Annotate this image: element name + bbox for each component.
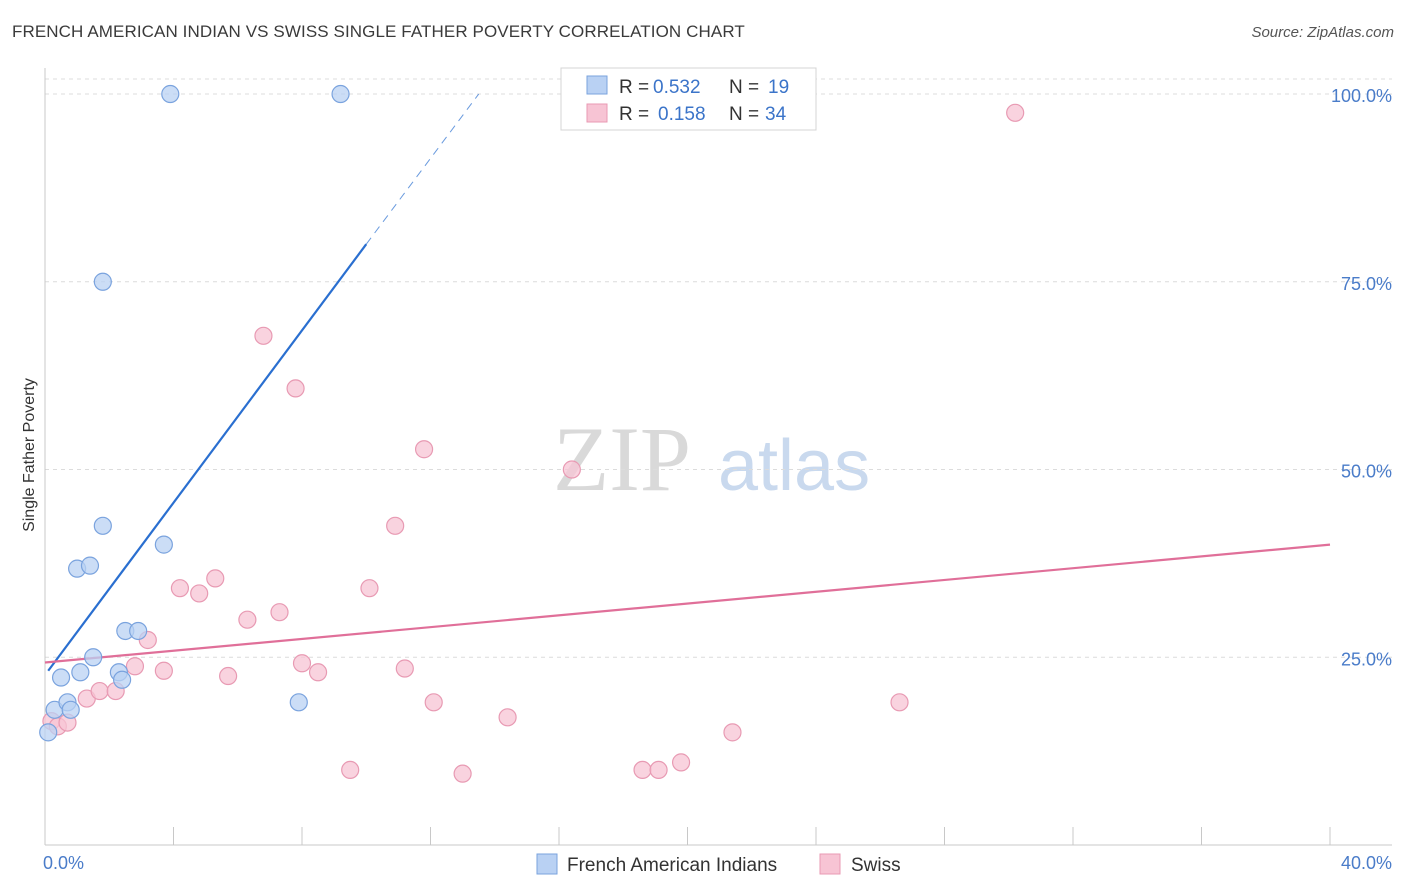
point-swiss (1006, 103, 1025, 122)
point-swiss (395, 659, 414, 678)
point-swiss (360, 579, 379, 598)
legend-n-value-2: 34 (765, 104, 787, 125)
y-tick-label: 100.0% (1331, 86, 1392, 106)
chart-title: FRENCH AMERICAN INDIAN VS SWISS SINGLE F… (12, 22, 745, 41)
point-french-american-indians (51, 668, 71, 687)
point-swiss (170, 579, 190, 598)
trend-line-extension-french-american-indians (365, 93, 480, 245)
point-swiss (190, 584, 209, 603)
point-french-american-indians (154, 535, 173, 554)
gridlines (45, 78, 1392, 658)
legend-r-value-2: 0.158 (658, 104, 706, 125)
point-french-american-indians (112, 670, 132, 689)
trend-line-swiss (44, 543, 1331, 664)
y-tick-labels: 25.0% 50.0% 75.0% 100.0% (1331, 86, 1392, 669)
legend-swatch-french-american-indians (586, 75, 608, 95)
watermark-zip: ZIP (553, 408, 691, 510)
point-french-american-indians (71, 663, 90, 682)
point-swiss (286, 379, 305, 398)
point-swiss (649, 760, 668, 780)
point-french-american-indians (61, 700, 80, 719)
point-swiss (219, 666, 238, 686)
point-swiss (206, 569, 225, 588)
point-swiss (154, 661, 173, 680)
point-french-american-indians (129, 621, 148, 641)
point-swiss (125, 657, 145, 676)
point-swiss (562, 460, 581, 479)
point-swiss (238, 610, 257, 629)
point-french-american-indians (93, 272, 112, 291)
point-swiss (414, 440, 434, 459)
bottom-legend-swatch-french-american-indians (536, 853, 558, 875)
trend-lines (44, 93, 1331, 672)
bottom-legend-swatch-swiss (819, 853, 841, 875)
legend-r-label-1: R = (619, 77, 649, 98)
y-tick-label: 50.0% (1341, 462, 1392, 482)
y-tick-label: 25.0% (1341, 649, 1392, 669)
point-swiss (292, 654, 312, 673)
point-swiss (90, 681, 109, 701)
point-french-american-indians (289, 693, 308, 712)
point-french-american-indians (161, 84, 180, 104)
trend-line-french-american-indians (47, 243, 368, 672)
point-french-american-indians (93, 516, 112, 535)
point-swiss (270, 603, 289, 622)
watermark-atlas: atlas (718, 426, 870, 506)
point-swiss (723, 723, 742, 742)
point-swiss (890, 693, 909, 712)
legend-r-value-1: 0.532 (653, 77, 701, 98)
legend-n-label-1: N = (729, 77, 759, 98)
point-swiss (498, 708, 517, 727)
point-swiss (453, 764, 472, 783)
series-legend: French American Indians Swiss (536, 853, 901, 876)
point-swiss (308, 663, 328, 682)
point-swiss (386, 516, 405, 535)
x-tick-labels: 0.0% 40.0% (43, 853, 1392, 873)
point-french-american-indians (80, 556, 100, 575)
point-swiss (671, 753, 691, 772)
legend-swatch-swiss (586, 103, 608, 123)
point-swiss (424, 693, 443, 712)
point-french-american-indians (84, 648, 103, 667)
bottom-legend-label-swiss: Swiss (851, 855, 901, 876)
point-swiss (341, 760, 360, 780)
legend-n-label-2: N = (729, 104, 759, 125)
correlation-legend: R = 0.532 N = 19 R = 0.158 N = 34 (560, 67, 817, 131)
point-french-american-indians (39, 723, 58, 742)
y-axis-label: Single Father Poverty (21, 378, 38, 532)
chart-source: Source: ZipAtlas.com (1251, 24, 1394, 41)
y-tick-label: 75.0% (1341, 274, 1392, 294)
point-french-american-indians (331, 84, 350, 104)
point-swiss (633, 760, 652, 780)
x-tick-label-min: 0.0% (43, 853, 84, 873)
data-points (39, 84, 1025, 783)
point-swiss (254, 326, 273, 345)
bottom-legend-label-french-american-indians: French American Indians (567, 855, 777, 876)
x-tick-label-max: 40.0% (1341, 853, 1392, 873)
legend-n-value-1: 19 (768, 77, 789, 98)
legend-r-label-2: R = (619, 104, 649, 125)
